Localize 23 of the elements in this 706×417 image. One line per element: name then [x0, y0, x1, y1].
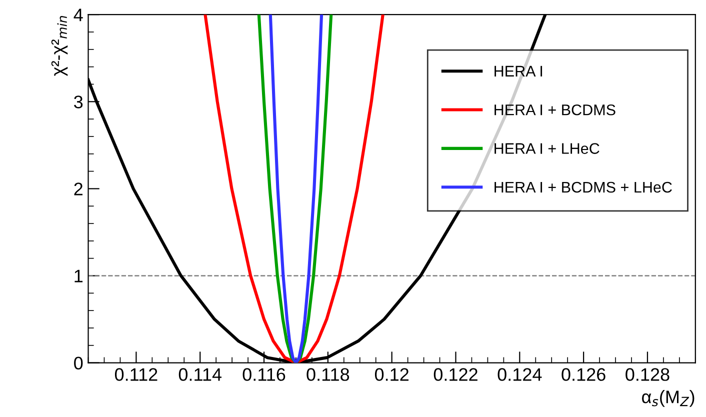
x-tick-label: 0.112 [114, 368, 158, 381]
x-tick-label: 0.124 [498, 368, 542, 381]
legend-label: HERA I + LHeC [494, 143, 600, 154]
x-tick-label: 0.116 [242, 368, 286, 381]
line-series [257, 14, 333, 363]
line-series [268, 14, 324, 363]
y-tick-label: 4 [74, 8, 83, 22]
y-axis-title: χ²-χ²$_{min}$ [51, 16, 68, 76]
y-tick-label: 2 [74, 182, 82, 196]
legend-label: HERA I + BCDMS [494, 104, 616, 116]
x-axis-title: α$_{s}$(M$_{Z}$) [642, 390, 694, 407]
x-tick-label: 0.12 [374, 368, 408, 381]
x-tick-label: 0.126 [562, 368, 606, 381]
legend-label: HERA I [494, 66, 542, 76]
x-tick-label: 0.128 [626, 368, 670, 381]
x-tick-label: 0.114 [178, 368, 222, 381]
x-tick-label: 0.122 [434, 368, 478, 381]
y-tick-label: 3 [74, 96, 83, 108]
y-tick-label: 0 [74, 356, 83, 370]
y-tick-label: 1 [74, 270, 83, 282]
legend-label: HERA I + BCDMS + LHeC [494, 182, 672, 193]
line-series [204, 14, 384, 363]
x-tick-label: 0.118 [306, 368, 350, 381]
